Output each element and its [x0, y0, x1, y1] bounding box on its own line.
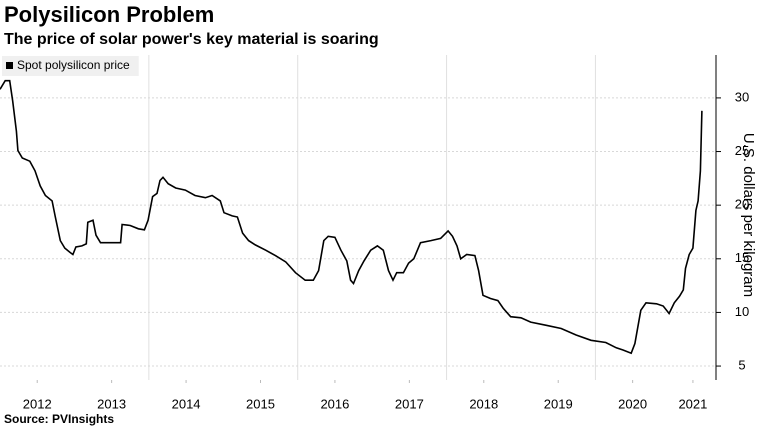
y-tick-label: 30 — [735, 89, 749, 104]
x-tick-label: 2016 — [320, 396, 349, 411]
x-tick-label: 2018 — [469, 396, 498, 411]
x-tick-label: 2019 — [544, 396, 573, 411]
x-tick-label: 2015 — [246, 396, 275, 411]
y-axis-label: U.S. dollars per kilogram — [740, 133, 757, 297]
line — [0, 79, 703, 355]
x-tick-label: 2017 — [395, 396, 424, 411]
y-tick-label: 5 — [738, 357, 745, 372]
y-tick-label: 25 — [735, 143, 749, 158]
legend-label: Spot polysilicon price — [17, 58, 130, 72]
x-tick-label: 2021 — [678, 396, 707, 411]
legend: Spot polysilicon price — [2, 56, 139, 76]
y-tick-label: 15 — [735, 250, 749, 265]
y-tick-label: 10 — [735, 304, 749, 319]
x-tick-label: 2013 — [97, 396, 126, 411]
x-tick-label: 2014 — [172, 396, 201, 411]
chart-subtitle: The price of solar power's key material … — [4, 31, 379, 48]
x-tick-label: 2020 — [618, 396, 647, 411]
y-tick-label: 20 — [735, 197, 749, 212]
source: Source: PVInsights — [4, 412, 114, 426]
legend-box — [2, 56, 139, 76]
chart-title: Polysilicon Problem — [4, 2, 214, 27]
x-tick-label: 2012 — [23, 396, 52, 411]
legend-swatch — [6, 62, 13, 69]
